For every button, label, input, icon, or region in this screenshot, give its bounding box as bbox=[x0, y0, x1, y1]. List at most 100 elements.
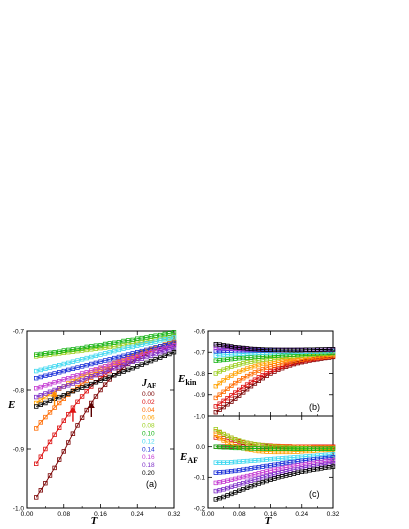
data-point bbox=[61, 449, 66, 454]
panel-a: 0.00 0.08 0.16 0.24 0.32 -0.7 -0.8 -0.9 -1.0 E T… bbox=[7, 328, 181, 527]
data-point bbox=[162, 348, 167, 354]
data-point bbox=[162, 331, 167, 337]
data-point bbox=[107, 357, 112, 362]
data-point bbox=[34, 404, 39, 409]
data-point bbox=[130, 344, 135, 350]
data-point bbox=[38, 367, 43, 373]
data-point bbox=[217, 380, 222, 386]
data-point bbox=[130, 351, 135, 356]
data-point bbox=[162, 342, 167, 348]
series-line-0.16 bbox=[36, 344, 175, 389]
data-point bbox=[252, 377, 258, 382]
data-point bbox=[93, 372, 99, 378]
x-tick-label: 0.16 bbox=[94, 511, 107, 518]
data-point bbox=[225, 402, 230, 407]
data-point bbox=[102, 372, 108, 377]
y-tick-label: -0.7 bbox=[194, 350, 206, 357]
data-point bbox=[57, 394, 62, 400]
data-point bbox=[84, 362, 89, 368]
data-point bbox=[121, 362, 126, 368]
data-point bbox=[79, 377, 85, 383]
data-point bbox=[75, 379, 80, 384]
x-tick-label: 0.16 bbox=[264, 511, 277, 518]
data-point bbox=[171, 335, 177, 340]
data-point bbox=[52, 349, 57, 355]
series-line-0.02 bbox=[215, 355, 334, 407]
data-point bbox=[112, 361, 117, 366]
data-point bbox=[98, 342, 103, 348]
data-point bbox=[57, 378, 62, 384]
legend-entry: 0.16 bbox=[142, 454, 155, 461]
series-line-0.20 bbox=[215, 343, 333, 351]
data-point bbox=[125, 352, 131, 357]
data-point bbox=[43, 480, 48, 486]
y-tick-label: -0.1 bbox=[194, 475, 206, 482]
data-point bbox=[70, 347, 76, 352]
data-point bbox=[139, 339, 144, 345]
data-point bbox=[79, 348, 85, 353]
y-tick-label: -1.0 bbox=[13, 505, 25, 512]
data-point bbox=[70, 366, 76, 371]
data-point bbox=[213, 404, 218, 409]
data-point bbox=[130, 355, 135, 360]
data-point bbox=[139, 356, 144, 361]
y-tick-label: -0.6 bbox=[194, 328, 206, 335]
data-point bbox=[47, 389, 53, 394]
data-point bbox=[330, 347, 336, 352]
series-line-0.18 bbox=[215, 462, 334, 492]
panel-a-marks bbox=[34, 329, 177, 500]
data-point bbox=[70, 359, 76, 364]
data-point bbox=[134, 343, 140, 348]
data-point bbox=[229, 393, 234, 398]
data-point bbox=[330, 446, 336, 451]
panel-a-label: (a) bbox=[146, 479, 157, 489]
data-point bbox=[229, 383, 234, 388]
data-point bbox=[43, 400, 48, 406]
panel-c-ylabel-sub: AF bbox=[187, 456, 198, 465]
legend-entry: 0.02 bbox=[142, 399, 155, 406]
data-point bbox=[112, 355, 117, 361]
transition-arrowhead bbox=[69, 406, 77, 413]
data-point bbox=[98, 371, 103, 376]
data-point bbox=[34, 385, 39, 391]
data-point bbox=[66, 360, 71, 366]
data-point bbox=[125, 367, 131, 373]
data-point bbox=[213, 409, 218, 415]
data-point bbox=[107, 341, 112, 346]
data-point bbox=[61, 384, 66, 389]
x-tick-label: 0.32 bbox=[327, 511, 340, 518]
data-point bbox=[229, 399, 234, 404]
series-line-0.02 bbox=[35, 341, 175, 465]
data-point bbox=[79, 385, 85, 390]
data-point bbox=[38, 351, 43, 357]
data-point bbox=[52, 380, 57, 385]
data-point bbox=[79, 357, 85, 362]
legend-entry: 0.12 bbox=[142, 438, 155, 445]
series-line-0.12 bbox=[215, 453, 334, 464]
data-point bbox=[66, 440, 71, 445]
data-point bbox=[134, 364, 140, 369]
panel-a-ticks: 0.00 0.08 0.16 0.24 0.32 -0.7 -0.8 -0.9 -1.0 bbox=[13, 328, 181, 518]
legend-entry: 0.10 bbox=[142, 431, 155, 438]
data-point bbox=[89, 361, 94, 367]
data-point bbox=[93, 346, 99, 351]
data-point bbox=[98, 359, 103, 364]
data-point bbox=[47, 439, 53, 445]
x-tick-label: 0.08 bbox=[233, 511, 246, 518]
data-point bbox=[84, 388, 89, 394]
data-point bbox=[112, 348, 117, 354]
legend-entries: 0.000.020.040.060.080.100.120.140.160.18… bbox=[142, 391, 155, 477]
data-point bbox=[130, 365, 135, 371]
data-point bbox=[34, 426, 39, 431]
data-point bbox=[52, 364, 57, 369]
data-point bbox=[84, 355, 89, 361]
data-point bbox=[125, 361, 131, 366]
panel-c-marks bbox=[213, 426, 336, 502]
data-point bbox=[75, 387, 80, 392]
legend-entry: 0.06 bbox=[142, 415, 155, 422]
data-point bbox=[139, 342, 144, 347]
data-point bbox=[167, 344, 172, 350]
series-line-0.08 bbox=[215, 352, 334, 374]
data-point bbox=[116, 364, 122, 370]
data-point bbox=[66, 367, 71, 373]
